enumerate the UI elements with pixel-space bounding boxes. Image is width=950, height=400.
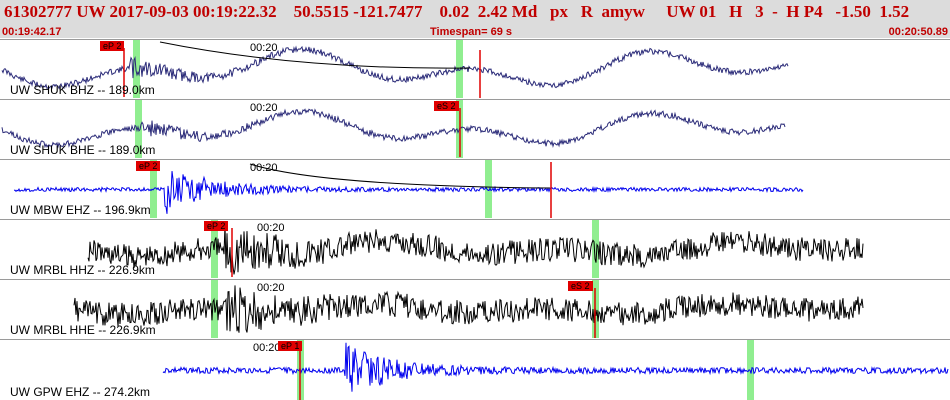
seismogram-panel-mrbl-hhe[interactable]: 00:20 eS 2 UW MRBL HHE -- 226.9km [0,279,950,338]
station-label: UW MBW EHZ -- 196.9km [10,203,151,217]
waveform-trace [1,45,789,90]
seismogram-panel-shuk-bhz[interactable]: 00:20 eP 2 UW SHUK BHZ -- 189.0km [0,39,950,98]
phase-pick-label[interactable]: eP 2 [136,161,161,171]
timespan-readout: Timespan= 69 s [430,26,513,38]
phase-window [747,340,754,400]
end-time: 00:20:50.89 [888,26,948,38]
waveform-trace [87,224,864,275]
station-label: UW SHUK BHE -- 189.0km [10,143,156,157]
event-header: 61302777 UW 2017-09-03 00:19:22.32 50.55… [0,0,950,38]
coda-curve [159,41,471,69]
phase-window [592,220,599,278]
seismogram-panel-mbw-ehz[interactable]: 00:20 eP 2 UW MBW EHZ -- 196.9km [0,159,950,218]
phase-pick-label[interactable]: eS 2 [568,281,593,291]
minute-marker: 00:20 [250,102,278,114]
phase-pick-label[interactable]: eP 2 [100,41,125,51]
minute-marker: 00:20 [257,282,285,294]
waveform-canvas[interactable] [0,40,950,98]
event-summary: 61302777 UW 2017-09-03 00:19:22.32 50.55… [4,2,910,21]
start-time: 00:19:42.17 [2,26,62,38]
phase-window [485,160,492,218]
phase-pick-label[interactable]: eS 2 [434,101,459,111]
waveform-canvas[interactable] [0,220,950,278]
waveform-trace [73,285,864,333]
waveform-canvas[interactable] [0,160,950,218]
seismogram-panel-gpw-ehz[interactable]: 00:20 eP 1 UW GPW EHZ -- 274.2km [0,339,950,400]
waveform-canvas[interactable] [0,340,950,400]
seismogram-panels: 00:20 eP 2 UW SHUK BHZ -- 189.0km 00:20 … [0,39,950,400]
waveform-canvas[interactable] [0,100,950,158]
waveform-canvas[interactable] [0,280,950,338]
station-label: UW MRBL HHE -- 226.9km [10,323,156,337]
seismogram-panel-mrbl-hhz[interactable]: 00:20 eP 2 UW MRBL HHZ -- 226.9km [0,219,950,278]
coda-curve [249,163,551,189]
phase-window [133,40,140,98]
phase-pick-label[interactable]: eP 2 [204,221,229,231]
minute-marker: 00:20 [257,222,285,234]
minute-marker: 00:20 [250,42,278,54]
minute-marker: 00:20 [253,342,281,354]
phase-window [456,40,463,98]
waveform-trace [162,342,949,392]
seismogram-panel-shuk-bhe[interactable]: 00:20 eS 2 UW SHUK BHE -- 189.0km [0,99,950,158]
waveform-trace [1,108,786,149]
station-label: UW MRBL HHZ -- 226.9km [10,263,155,277]
station-label: UW SHUK BHZ -- 189.0km [10,83,155,97]
phase-pick-label[interactable]: eP 1 [278,341,303,351]
waveform-trace [13,171,804,214]
station-label: UW GPW EHZ -- 274.2km [10,385,151,399]
minute-marker: 00:20 [250,162,278,174]
